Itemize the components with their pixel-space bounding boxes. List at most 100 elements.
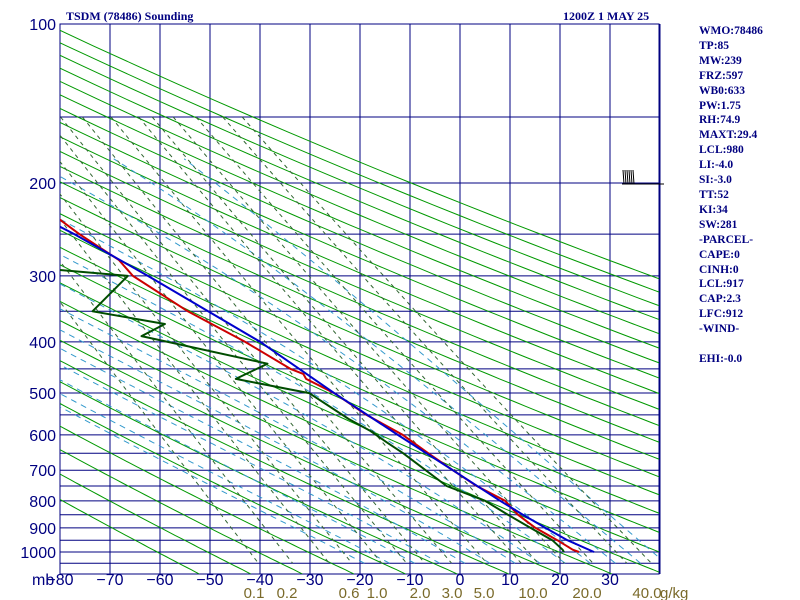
mixing-ratio-label: 1.0 [367,585,388,600]
moist-adiabat [60,175,616,564]
index-item: LI:-4.0 [699,159,734,172]
moist-adiabat [183,158,659,559]
temperature-tick-label: −20 [346,572,373,589]
mixing-ratio-unit: g/kg [660,585,688,600]
dry-adiabat [60,42,659,293]
index-item: CAPE:0 [699,248,740,261]
parcel-trace [60,225,595,553]
index-item: LCL:980 [699,144,744,157]
valid-time: 1200Z 1 MAY 25 [563,9,650,23]
moist-adiabat [60,329,491,564]
dry-adiabat [60,29,659,280]
dry-adiabat [60,319,612,574]
pressure-tick-label: 700 [29,463,56,480]
dry-adiabat [60,360,509,574]
moist-adiabat [113,158,641,564]
pressure-tick-label: 600 [29,428,56,445]
mixing-ratio-line [138,116,522,564]
index-item: LCL:917 [699,278,744,291]
mixing-ratio-label: 10.0 [518,585,547,600]
index-item: SI:-3.0 [699,174,732,187]
pressure-tick-label: 1000 [20,545,56,562]
dry-adiabat [60,213,659,478]
index-item: TT:52 [699,188,729,201]
pressure-tick-label: 200 [29,176,56,193]
mixing-ratio-line [241,116,652,564]
temperature-tick-label: 20 [551,572,569,589]
mixing-ratio-line [151,116,539,564]
index-item: FRZ:597 [699,69,744,82]
temperature-tick-label: −60 [146,572,173,589]
mixing-ratio-line [60,218,330,564]
mixing-ratio-label: 3.0 [442,585,463,600]
mixing-ratio-label: 2.0 [410,585,431,600]
pressure-tick-label: 500 [29,386,56,403]
pressure-tick-label: 100 [29,17,56,34]
index-item: MAXT:29.4 [699,129,758,142]
dry-adiabat [60,425,355,574]
dry-adiabat [60,107,659,364]
mixing-ratio-line [222,116,628,564]
dry-adiabat [60,121,659,379]
dry-adiabats [60,29,659,574]
mixing-ratio-label: 5.0 [474,585,495,600]
dry-adiabat [60,150,659,410]
mixing-ratio-line [60,160,383,564]
dry-adiabat [60,80,659,335]
index-item: MW:239 [699,54,742,67]
temperature-tick-label: −50 [196,572,223,589]
moist-adiabat [60,379,415,564]
moist-adiabat [60,253,566,564]
dry-adiabat [60,449,303,574]
moist-adiabat [60,393,390,564]
index-item: SW:281 [699,218,738,231]
dry-adiabat [60,473,251,574]
dry-adiabat [60,94,659,349]
mixing-ratio-line [60,134,407,564]
wind-barb-icon [622,169,664,185]
index-item: -PARCEL- [699,233,754,246]
mixing-ratio-label: 0.6 [339,585,360,600]
mixing-ratio-label: 0.2 [277,585,298,600]
mixing-ratio-line [110,116,488,564]
mixing-ratio-line [60,116,426,564]
mixing-ratio-line [60,300,259,564]
sounding-traces [60,218,595,553]
temperature-tick-label: 10 [501,572,519,589]
mixing-ratio-line [82,116,452,564]
moist-adiabat [60,347,466,564]
index-item: KI:34 [699,203,728,216]
dry-adiabat [60,381,458,574]
temperature-tick-label: −80 [46,572,73,589]
index-item: -WIND- [699,323,740,336]
temperature-tick-label: −30 [296,572,323,589]
dry-adiabat [60,67,659,321]
mixing-ratio-line [195,116,594,564]
moist-adiabat [60,364,440,564]
mixing-ratio-label: 20.0 [572,585,601,600]
moist-adiabat [60,283,541,564]
chart-title: TSDM (78486) Sounding [66,9,194,23]
index-item: TP:85 [699,39,730,52]
pressure-tick-label: 800 [29,494,56,511]
dry-adiabat [60,339,561,574]
index-item: WB0:633 [699,84,745,97]
mixing-ratio-label: 0.1 [244,585,265,600]
index-item: WMO:78486 [699,25,763,37]
index-item: EHI:-0.0 [699,352,743,365]
mixing-ratio-label: 40.0 [632,585,661,600]
dry-adiabat [60,196,659,460]
temperature-tick-label: −70 [96,572,123,589]
dry-adiabat [60,136,659,395]
temperature-tick-label: 30 [601,572,619,589]
dry-adiabat [60,246,659,514]
dry-adiabat [60,229,659,496]
isobar-isotherm-grid [59,23,661,575]
pressure-tick-label: 400 [29,335,56,352]
index-item: CAP:2.3 [699,293,741,306]
index-item: PW:1.75 [699,99,741,112]
pressure-tick-label: 300 [29,269,56,286]
y-axis-unit-label: mb [32,572,54,589]
